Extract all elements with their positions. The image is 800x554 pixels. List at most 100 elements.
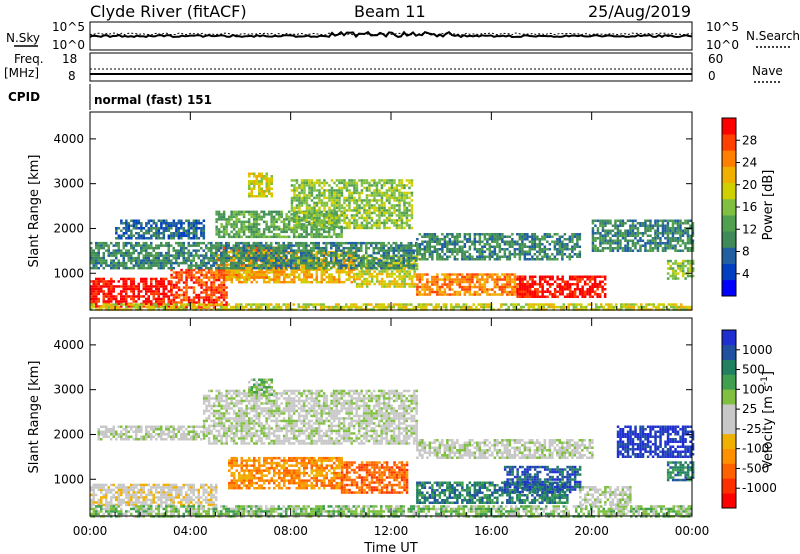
power-cell-0 (92, 295, 95, 298)
power-cell-7 (330, 256, 333, 260)
power-cell-1 (170, 286, 173, 289)
power-cell-7 (152, 254, 155, 257)
power-cell-7 (145, 259, 148, 262)
power-cell-3 (285, 280, 288, 284)
power-cell-6 (598, 283, 602, 286)
power-cell-7 (230, 261, 233, 265)
power-cell-5 (486, 278, 489, 281)
power-cell-1 (195, 293, 198, 297)
power-cell-7 (142, 249, 145, 252)
beam-title: Beam 11 (354, 2, 426, 21)
power-cell-3 (305, 270, 308, 274)
power-cell-11 (508, 243, 512, 246)
power-cell-11 (493, 248, 497, 251)
power-cell-11 (436, 250, 439, 253)
power-cell-7 (160, 266, 163, 270)
power-cell-3 (343, 265, 346, 269)
power-cell-6 (523, 288, 527, 291)
power-cell-9 (408, 214, 411, 217)
power-cell-11 (538, 238, 542, 241)
power-cell-8 (255, 210, 258, 214)
power-cell-9 (338, 181, 341, 185)
power-cell-5 (503, 283, 507, 286)
power-cell-9 (328, 211, 331, 215)
power-cell-9 (355, 206, 359, 210)
power-cell-11 (436, 243, 439, 246)
power-cell-5 (483, 285, 487, 289)
power-cell-9 (395, 221, 399, 225)
power-cell-5 (446, 275, 449, 279)
power-cell-0 (122, 300, 125, 303)
power-cell-9 (348, 194, 351, 197)
power-cell-7 (275, 251, 278, 255)
power-cell-5 (511, 288, 514, 291)
power-cell-3 (350, 268, 353, 271)
power-cell-8 (337, 218, 341, 221)
power-cell-3 (300, 270, 303, 274)
power-cell-8 (320, 210, 323, 214)
power-cell-3 (253, 270, 256, 274)
power-cell-7 (380, 246, 383, 250)
power-cell-7 (282, 259, 285, 262)
power-cell-11 (526, 238, 529, 241)
power-cell-9 (355, 186, 359, 190)
power-cell-0 (97, 292, 100, 296)
power-cell-4 (373, 282, 376, 286)
power-cell-4 (360, 280, 364, 283)
power-cell-11 (478, 240, 482, 243)
power-cell-11 (448, 248, 452, 251)
power-cell-9 (330, 221, 334, 225)
power-cell-11 (483, 258, 487, 261)
power-cell-1 (217, 286, 221, 289)
power-cell-0 (132, 297, 135, 301)
power-cell-7 (355, 264, 358, 267)
power-cell-3 (333, 265, 336, 269)
power-cell-7 (305, 256, 308, 260)
power-cell-9 (298, 219, 301, 222)
power-cell-5 (416, 288, 419, 291)
power-cell-3 (303, 278, 306, 281)
power-cell-3 (260, 268, 263, 271)
power-cell-6 (538, 295, 542, 298)
power-cell-9 (378, 226, 381, 230)
power-cell-3 (283, 280, 286, 284)
power-cell-7 (367, 259, 370, 262)
power-cell-1 (197, 298, 201, 302)
power-cell-7 (235, 241, 238, 245)
power-cell-11 (518, 238, 522, 241)
power-cell-1 (222, 296, 226, 299)
power-cell-10 (255, 182, 258, 185)
power-cell-5 (466, 290, 469, 294)
power-cell-3 (295, 268, 298, 271)
power-cell-11 (481, 248, 484, 251)
power-cell-3 (350, 260, 353, 264)
power-cell-1 (177, 273, 181, 277)
power-cell-7 (412, 244, 415, 247)
power-cell-7 (252, 241, 255, 245)
power-cell-1 (217, 291, 221, 294)
power-cell-7 (137, 261, 140, 265)
power-cell-9 (405, 216, 409, 220)
power-cell-11 (566, 248, 569, 251)
power-cell-8 (230, 223, 233, 226)
power-cell-12 (172, 234, 176, 237)
power-cell-0 (147, 297, 150, 301)
power-cell-8 (227, 220, 231, 224)
power-cell-3 (268, 255, 271, 259)
power-cell-6 (523, 295, 527, 298)
power-cell-1 (207, 296, 211, 299)
power-cell-6 (543, 275, 547, 278)
power-cell-7 (95, 244, 98, 247)
power-cell-7 (400, 261, 403, 265)
power-cell-0 (150, 280, 153, 283)
power-cell-9 (373, 199, 376, 202)
power-cell-9 (395, 196, 399, 200)
power-cell-13 (591, 234, 595, 237)
power-cell-11 (451, 253, 454, 256)
power-cell-7 (287, 259, 290, 262)
power-cell-0 (150, 292, 153, 296)
power-cell-3 (280, 273, 283, 276)
power-cell-9 (300, 189, 304, 192)
power-cell-0 (147, 287, 150, 291)
power-cell-6 (598, 293, 602, 296)
